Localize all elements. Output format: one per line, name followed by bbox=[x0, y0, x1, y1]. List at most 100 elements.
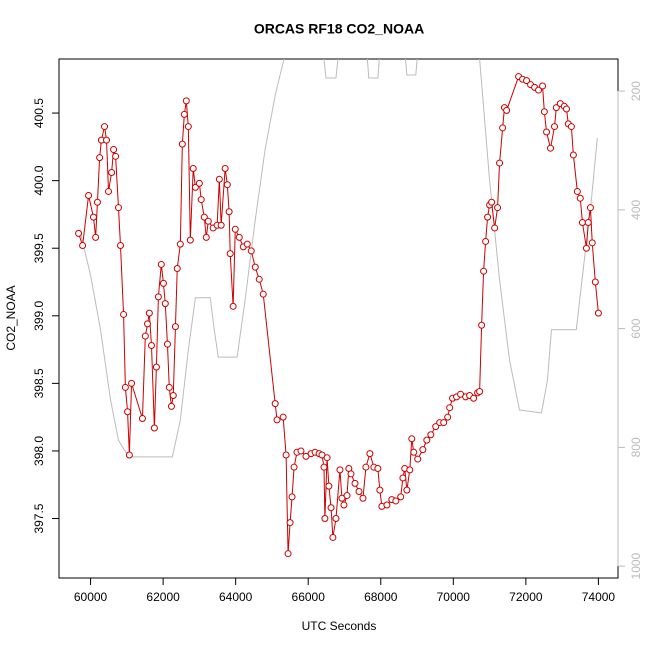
data-point bbox=[325, 482, 333, 490]
data-point bbox=[408, 435, 416, 443]
data-point bbox=[351, 479, 359, 487]
data-point bbox=[329, 533, 337, 541]
data-point bbox=[125, 451, 133, 459]
series-line bbox=[78, 75, 599, 554]
data-point bbox=[576, 194, 584, 202]
data-point bbox=[114, 204, 122, 212]
data-point bbox=[539, 82, 547, 90]
data-point bbox=[359, 494, 367, 502]
data-point bbox=[383, 501, 391, 509]
y-tick-label: 398.0 bbox=[32, 436, 46, 466]
data-point bbox=[586, 204, 594, 212]
data-point bbox=[355, 488, 363, 495]
data-point bbox=[231, 225, 239, 233]
data-point bbox=[321, 515, 329, 523]
data-point bbox=[154, 293, 162, 301]
data-point bbox=[427, 431, 435, 439]
data-point bbox=[152, 363, 160, 371]
data-point bbox=[271, 400, 279, 408]
data-point bbox=[182, 97, 190, 105]
data-point bbox=[323, 454, 331, 462]
data-point bbox=[584, 219, 592, 227]
y-axis-label: CO2_NOAA bbox=[4, 285, 18, 350]
data-point bbox=[259, 290, 267, 298]
data-point bbox=[112, 152, 120, 160]
data-point bbox=[478, 321, 486, 329]
data-point bbox=[547, 144, 555, 152]
y-tick-label: 400.0 bbox=[32, 165, 46, 195]
data-point bbox=[499, 124, 507, 132]
data-point bbox=[128, 379, 136, 387]
data-point bbox=[101, 123, 109, 131]
data-point bbox=[343, 492, 351, 500]
data-point bbox=[191, 183, 199, 191]
data-point bbox=[282, 451, 290, 459]
y2-tick-label: 800 bbox=[629, 437, 643, 457]
data-point bbox=[79, 242, 87, 250]
data-point bbox=[75, 229, 83, 237]
data-point bbox=[588, 239, 596, 247]
x-tick-label: 74000 bbox=[582, 590, 616, 604]
data-point bbox=[288, 493, 296, 501]
data-point bbox=[255, 275, 263, 283]
data-point bbox=[110, 146, 118, 154]
data-point bbox=[215, 175, 223, 183]
x-tick-label: 62000 bbox=[146, 590, 180, 604]
data-point bbox=[145, 309, 153, 317]
data-point bbox=[235, 233, 243, 241]
data-point bbox=[93, 198, 101, 206]
data-point bbox=[92, 233, 100, 241]
x-tick-label: 70000 bbox=[437, 590, 471, 604]
data-point bbox=[432, 423, 440, 431]
x-tick-label: 60000 bbox=[74, 590, 108, 604]
data-point bbox=[180, 110, 188, 118]
data-point bbox=[103, 136, 111, 144]
data-point bbox=[376, 486, 384, 494]
data-point bbox=[327, 504, 335, 512]
data-point bbox=[108, 169, 116, 177]
data-point bbox=[226, 250, 234, 258]
data-point bbox=[484, 213, 492, 221]
data-point bbox=[470, 394, 478, 402]
data-point bbox=[480, 267, 488, 275]
chart-title: ORCAS RF18 CO2_NOAA bbox=[254, 21, 424, 37]
data-point bbox=[204, 217, 212, 225]
data-point bbox=[366, 450, 374, 458]
data-point bbox=[96, 154, 104, 162]
data-point bbox=[124, 408, 132, 416]
y-tick-label: 399.5 bbox=[32, 233, 46, 263]
data-point bbox=[573, 187, 581, 195]
data-point bbox=[582, 244, 590, 252]
data-point bbox=[569, 151, 577, 159]
x-tick-label: 68000 bbox=[364, 590, 398, 604]
data-point bbox=[163, 340, 171, 348]
data-point bbox=[229, 302, 237, 310]
data-point bbox=[157, 260, 165, 268]
data-point bbox=[440, 419, 448, 427]
data-point bbox=[578, 219, 586, 227]
data-point bbox=[290, 463, 298, 471]
data-point bbox=[552, 104, 560, 112]
data-point bbox=[543, 128, 551, 136]
data-point bbox=[444, 413, 452, 421]
data-point bbox=[217, 221, 225, 229]
data-point bbox=[186, 236, 194, 244]
y2-tick-label: 400 bbox=[629, 199, 643, 219]
data-point bbox=[414, 455, 422, 463]
data-point bbox=[392, 497, 400, 505]
data-point bbox=[523, 77, 531, 85]
data-point bbox=[567, 123, 575, 131]
data-point bbox=[406, 466, 414, 474]
data-point bbox=[169, 392, 177, 400]
data-point bbox=[551, 123, 559, 131]
data-point bbox=[89, 213, 97, 221]
data-point bbox=[251, 263, 259, 271]
data-point bbox=[540, 108, 548, 116]
data-point bbox=[197, 196, 205, 204]
data-point bbox=[247, 247, 255, 255]
data-point bbox=[200, 213, 208, 221]
data-point bbox=[202, 233, 210, 241]
y-tick-label: 399.0 bbox=[32, 300, 46, 330]
data-point bbox=[488, 198, 496, 206]
